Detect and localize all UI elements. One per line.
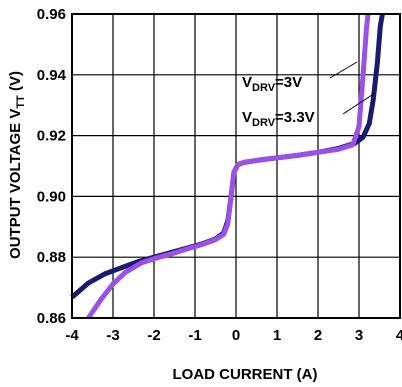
- x-tick-labels: -4 -3 -2 -1 0 1 2 3 4: [65, 327, 402, 344]
- series-annotation-0: VDRV=3V: [242, 74, 302, 94]
- y-tick-label: 0.90: [37, 188, 66, 205]
- series-line-0: [70, 13, 385, 300]
- x-tick-label: 2: [314, 327, 322, 344]
- plot-frame: [71, 13, 401, 319]
- annotation-subscript: DRV: [252, 117, 276, 129]
- series-layer: [70, 13, 385, 320]
- annotation-leader-line: [342, 92, 376, 115]
- y-axis-title-subscript: TT: [15, 95, 27, 109]
- y-axis-title-main: OUTPUT VOLTAGE V: [7, 109, 24, 259]
- x-tick-label: 3: [355, 327, 363, 344]
- series-annotation-1: VDRV=3.3V: [242, 109, 315, 129]
- y-tick-label: 0.96: [37, 6, 66, 23]
- annotation-main: V: [242, 74, 252, 91]
- x-axis-title: LOAD CURRENT (A): [173, 366, 318, 383]
- x-tick-label: 4: [396, 327, 402, 344]
- y-tick-label: 0.86: [37, 310, 66, 327]
- x-tick-label: 1: [273, 327, 281, 344]
- y-tick-label: 0.94: [37, 67, 67, 84]
- x-tick-label: -2: [147, 327, 160, 344]
- annotation-leader-line: [329, 61, 358, 79]
- annotation-rest: =3.3V: [275, 109, 315, 126]
- annotation-main: V: [242, 109, 252, 126]
- x-tick-label: 0: [232, 327, 240, 344]
- x-tick-label: -4: [65, 327, 79, 344]
- y-tick-labels: 0.86 0.88 0.90 0.92 0.94 0.96: [37, 6, 67, 327]
- y-axis-title: OUTPUT VOLTAGE VTT (V): [7, 71, 27, 259]
- x-tick-label: -3: [106, 327, 119, 344]
- y-tick-label: 0.88: [37, 249, 66, 266]
- series-line-1: [86, 13, 371, 320]
- y-axis-title-unit: (V): [7, 71, 24, 95]
- annotation-rest: =3V: [275, 74, 302, 91]
- x-tick-label: -1: [188, 327, 201, 344]
- y-tick-label: 0.92: [37, 128, 66, 145]
- annotation-subscript: DRV: [252, 82, 276, 94]
